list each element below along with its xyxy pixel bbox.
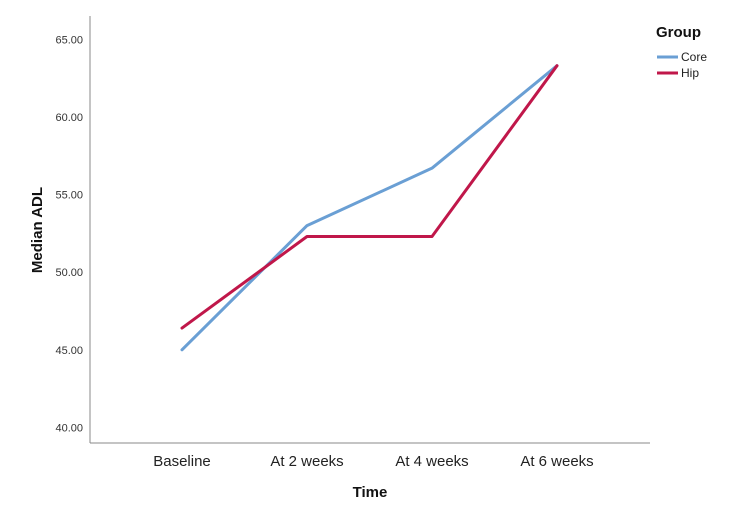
y-axis-title: Median ADL bbox=[29, 187, 46, 273]
y-tick-label: 65.00 bbox=[55, 34, 83, 46]
x-tick-label: At 4 weeks bbox=[395, 453, 468, 470]
legend-label-hip: Hip bbox=[681, 66, 699, 80]
axes bbox=[89, 16, 650, 444]
series-line-hip bbox=[180, 64, 559, 330]
x-axis-title: Time bbox=[353, 484, 388, 501]
x-tick-label: At 2 weeks bbox=[270, 453, 343, 470]
series-line-core bbox=[180, 64, 559, 352]
legend-label-core: Core bbox=[681, 50, 707, 64]
series-lines bbox=[180, 64, 559, 352]
x-tick-label: At 6 weeks bbox=[520, 453, 593, 470]
x-tick-label: Baseline bbox=[153, 453, 211, 470]
x-tick-labels: Baseline At 2 weeks At 4 weeks At 6 weeks bbox=[153, 453, 593, 470]
legend-title: Group bbox=[656, 24, 701, 41]
legend: Group Core Hip bbox=[656, 24, 707, 80]
y-tick-label: 50.00 bbox=[55, 267, 83, 279]
legend-items: Core Hip bbox=[657, 50, 707, 80]
y-tick-label: 60.00 bbox=[55, 112, 83, 124]
y-tick-label: 40.00 bbox=[55, 422, 83, 434]
y-tick-label: 45.00 bbox=[55, 345, 83, 357]
y-tick-label: 55.00 bbox=[55, 190, 83, 202]
y-tick-labels: 40.00 45.00 50.00 55.00 60.00 65.00 bbox=[55, 34, 83, 434]
